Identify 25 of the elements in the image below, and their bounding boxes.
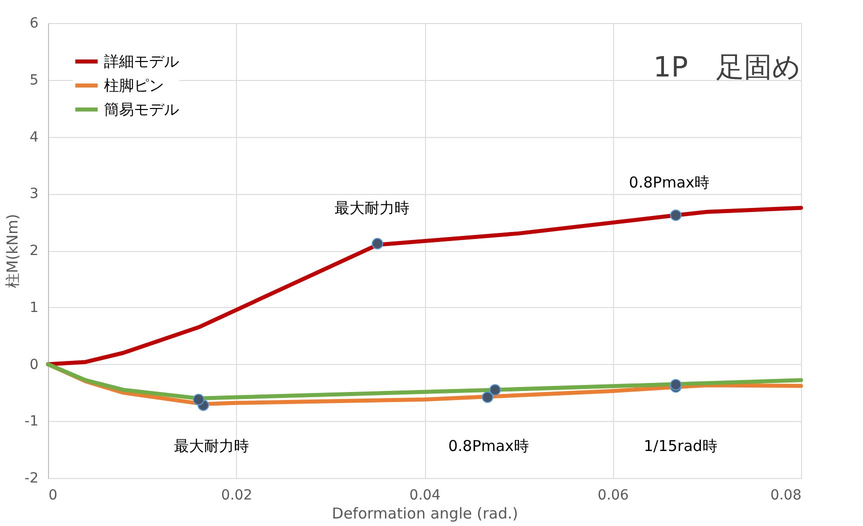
x-tick-label: 0	[48, 488, 58, 504]
legend-label: 簡易モデル	[104, 100, 179, 118]
x-axis-title: Deformation angle (rad.)	[332, 504, 518, 522]
y-tick-label: 3	[30, 186, 38, 202]
annotation: 0.8Pmax時	[628, 173, 710, 192]
annotation: 0.8Pmax時	[448, 437, 529, 456]
x-tick-label: 0.08	[770, 488, 802, 504]
x-tick-label: 0.02	[221, 488, 252, 504]
annotation: 1/15rad時	[644, 437, 718, 456]
legend-label: 詳細モデル	[104, 52, 179, 70]
y-axis-title: 柱M(kNm)	[4, 214, 22, 288]
annotation: 1P 足固め	[653, 50, 801, 84]
y-tick-label: 5	[30, 72, 38, 88]
y-tick-label: -1	[24, 414, 38, 430]
y-tick-label: 4	[30, 129, 39, 146]
y-tick-label: 0	[30, 356, 38, 373]
annotation: 最大耐力時	[334, 199, 410, 218]
x-tick-label: 0.04	[409, 488, 441, 504]
y-tick-label: 2	[30, 243, 38, 259]
legend-label: 柱脚ピン	[104, 76, 164, 94]
x-tick-label: 0.06	[598, 488, 629, 504]
y-tick-label: -2	[24, 470, 38, 486]
y-tick-label: 6	[30, 16, 39, 32]
y-tick-label: 1	[30, 300, 38, 316]
annotation: 最大耐力時	[174, 437, 249, 456]
